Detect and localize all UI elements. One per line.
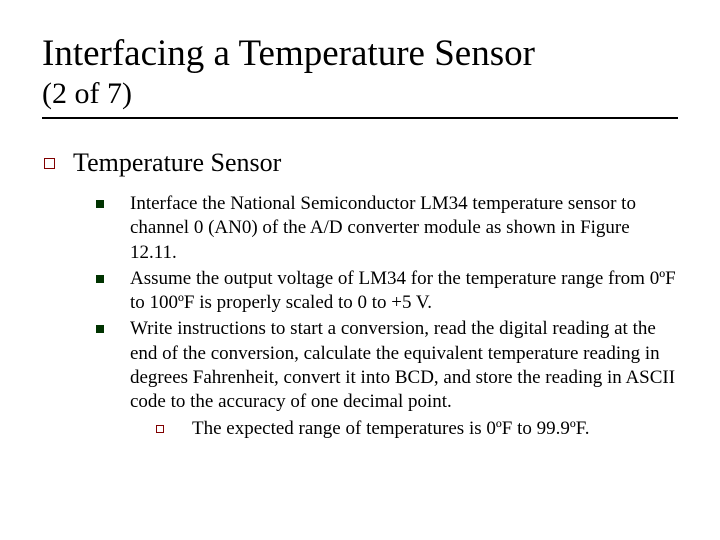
list-item: Temperature Sensor [44,147,678,178]
hollow-square-icon [156,425,164,433]
filled-square-icon [96,325,104,333]
list-item: The expected range of temperatures is 0º… [156,417,678,441]
sub-bullet-text: The expected range of temperatures is 0º… [192,417,590,441]
hollow-square-icon [44,158,55,169]
bullet-text: Write instructions to start a conversion… [130,317,678,414]
title-rule [42,117,678,119]
sub-sub-list: The expected range of temperatures is 0º… [156,417,678,441]
filled-square-icon [96,275,104,283]
bullet-text: Interface the National Semiconductor LM3… [130,192,678,265]
bullet-text: Assume the output voltage of LM34 for th… [130,267,678,316]
filled-square-icon [96,200,104,208]
section-heading: Temperature Sensor [73,147,281,178]
sub-list: Interface the National Semiconductor LM3… [96,192,678,415]
slide-title: Interfacing a Temperature Sensor [42,34,678,75]
list-item: Interface the National Semiconductor LM3… [96,192,678,265]
slide-subtitle: (2 of 7) [42,77,678,111]
slide: Interfacing a Temperature Sensor (2 of 7… [0,0,720,540]
list-item: Write instructions to start a conversion… [96,317,678,414]
list-item: Assume the output voltage of LM34 for th… [96,267,678,316]
